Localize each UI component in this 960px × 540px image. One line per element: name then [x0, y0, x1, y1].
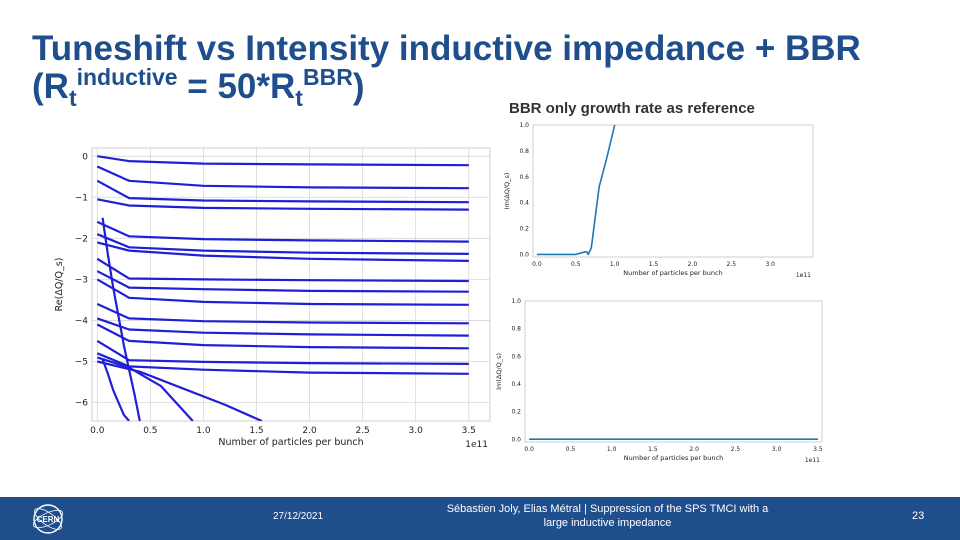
x-tick-label: 2.5	[727, 261, 737, 268]
x-tick-label: 2.5	[355, 426, 369, 436]
x-tick-label: 0.5	[571, 261, 581, 268]
slide-title: Tuneshift vs Intensity inductive impedan…	[32, 29, 861, 110]
plot-area	[524, 300, 823, 443]
x-tick-label: 3.0	[409, 426, 424, 436]
series-line	[96, 323, 469, 350]
x-tick-label: 1.5	[648, 446, 658, 453]
x-tick-label: 2.0	[302, 426, 317, 436]
y-tick-label: 1.0	[519, 122, 529, 129]
y-tick-label: 0.6	[519, 174, 529, 181]
y-axis-label: Re(ΔQ/Q_s)	[54, 258, 65, 312]
series-line	[96, 233, 469, 255]
series-line	[96, 356, 194, 421]
series-line	[96, 179, 469, 204]
series-line	[97, 360, 263, 421]
plot-area	[532, 124, 814, 258]
title-open: (R	[32, 67, 69, 106]
series-line	[97, 241, 469, 262]
x-tick-label: 0.0	[524, 446, 534, 453]
x-axis-label: Number of particles per bunch	[218, 437, 363, 448]
plot-area	[91, 147, 491, 422]
tuneshift-chart: 0.0 0.5 1.0 1.5 2.0 2.5 3.0 3.5 0 −1 −2 −3 −4 −5 −6 Num…	[54, 147, 491, 450]
x-axis-label: Number of particles per bunch	[623, 269, 722, 277]
title-sup-2: BBR	[302, 64, 353, 90]
cern-logo-text: CERN	[37, 515, 60, 524]
series-line	[536, 125, 616, 256]
y-tick-label: 0.0	[519, 252, 529, 259]
y-tick-label: −2	[75, 234, 88, 244]
x-tick-label: 3.5	[813, 446, 823, 453]
x-tick-label: 1.5	[649, 261, 659, 268]
title-mid: = 50*R	[177, 67, 296, 106]
series-line	[96, 165, 469, 190]
x-offset-label: 1e11	[796, 272, 811, 279]
y-tick-label: 0.2	[511, 409, 521, 416]
series-line	[96, 257, 469, 283]
y-tick-label: 0.4	[511, 381, 521, 388]
x-tick-label: 1.0	[610, 261, 620, 268]
x-tick-label: 3.5	[462, 426, 476, 436]
growth-rate-chart-bottom: 0.0 0.5 1.0 1.5 2.0 2.5 3.0 3.5 0.0 0.2 0.4 0.6 0.8 1…	[495, 298, 823, 464]
title-sub-2: t	[295, 85, 303, 111]
y-tick-label: 0.8	[519, 148, 529, 155]
series-line	[96, 278, 469, 306]
y-tick-label: 0.2	[519, 226, 529, 233]
x-tick-label: 3.0	[765, 261, 775, 268]
x-tick-label: 0.5	[143, 426, 157, 436]
cern-logo: CERN	[32, 504, 64, 534]
footer-credit: Sébastien Joly, Elias Métral | Suppressi…	[446, 503, 769, 529]
x-tick-label: 1.0	[196, 426, 211, 436]
page-number: 23	[912, 510, 925, 522]
title-line-1: Tuneshift vs Intensity inductive impedan…	[32, 29, 861, 68]
series-line	[96, 220, 469, 243]
series-line	[101, 217, 141, 421]
x-tick-label: 1.0	[607, 446, 617, 453]
y-tick-label: 0	[82, 152, 88, 162]
y-tick-label: −3	[75, 276, 88, 286]
y-tick-label: −5	[75, 358, 88, 368]
x-tick-label: 2.0	[689, 446, 699, 453]
y-tick-label: 1.0	[511, 298, 521, 305]
footer-bar: CERN 27/12/2021 Sébastien Joly, Elias Mé…	[0, 497, 960, 540]
y-tick-label: 0.8	[511, 326, 521, 333]
title-line-2: (Rtinductive = 50*RtBBR)	[32, 66, 861, 110]
title-sup-1: inductive	[76, 64, 178, 90]
y-axis-label: Im(ΔQ/Q_s)	[495, 353, 503, 390]
y-tick-label: −1	[75, 193, 88, 203]
series-line	[97, 198, 469, 211]
y-tick-label: 0.4	[519, 200, 529, 207]
y-tick-label: −6	[75, 399, 89, 409]
title-close: )	[352, 67, 365, 106]
x-tick-label: 1.5	[249, 426, 263, 436]
x-tick-label: 2.0	[688, 261, 698, 268]
growth-rate-caption: BBR only growth rate as reference	[509, 100, 755, 117]
y-tick-label: 0.6	[511, 353, 521, 360]
title-sub-1: t	[68, 85, 77, 111]
series-line	[96, 270, 469, 293]
y-tick-label: −4	[75, 317, 89, 327]
y-axis-label: Im(ΔQ/Q_s)	[503, 173, 511, 210]
y-tick-label: 0.0	[511, 436, 521, 443]
series-line	[96, 339, 469, 365]
x-axis-label: Number of particles per bunch	[624, 454, 723, 462]
footer-date: 27/12/2021	[273, 511, 324, 522]
x-tick-label: 3.0	[772, 446, 782, 453]
series-line	[101, 359, 130, 421]
x-tick-label: 0.0	[90, 426, 105, 436]
series-line	[96, 352, 469, 375]
series-line	[97, 155, 469, 167]
x-tick-label: 0.0	[532, 261, 542, 268]
x-offset-label: 1e11	[805, 457, 820, 464]
x-tick-label: 0.5	[566, 446, 576, 453]
growth-rate-chart-top: 0.0 0.5 1.0 1.5 2.0 2.5 3.00.00.20.40.60.81.0N…	[503, 122, 814, 279]
x-tick-label: 2.5	[731, 446, 741, 453]
x-offset-label: 1e11	[465, 440, 488, 450]
series-line	[96, 317, 469, 337]
